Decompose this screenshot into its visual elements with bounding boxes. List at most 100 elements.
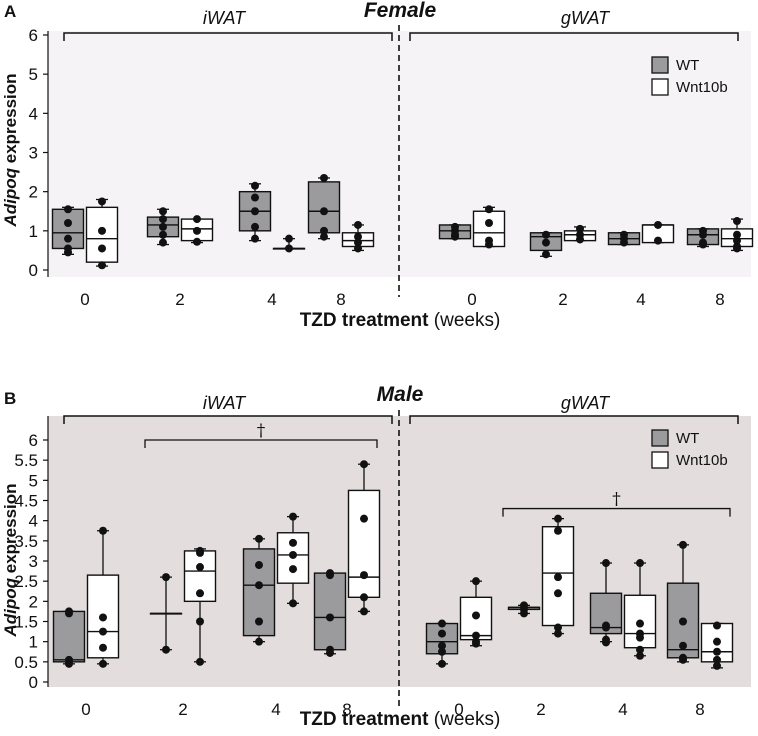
y-tick-label: 5 <box>29 471 38 490</box>
data-point-iWAT-2wk-wnt10b <box>193 215 201 224</box>
data-point-iWAT-8wk-wt <box>326 571 334 580</box>
data-point-iWAT-8wk-wnt10b <box>360 571 368 580</box>
data-point-iWAT-4wk-wt <box>251 181 259 190</box>
data-point-gWAT-0wk-wnt10b <box>472 631 480 640</box>
y-axis-label: Adipoq expression <box>1 73 20 227</box>
data-point-gWAT-0wk-wt <box>438 659 446 668</box>
data-point-iWAT-8wk-wt <box>320 226 328 235</box>
data-point-iWAT-4wk-wt <box>255 637 263 646</box>
legend-swatch-wt <box>651 429 669 447</box>
x-tick-label: 4 <box>618 700 627 719</box>
data-point-iWAT-2wk-wt <box>159 207 167 216</box>
data-point-gWAT-2wk-wnt10b <box>554 526 562 535</box>
panel-title-female: Female <box>364 0 437 22</box>
legend-swatch-wnt10b <box>651 451 669 469</box>
y-tick-label: 5.5 <box>14 451 38 470</box>
data-point-gWAT-2wk-wnt10b <box>554 514 562 523</box>
data-point-gWAT-8wk-wnt10b <box>713 647 721 656</box>
data-point-iWAT-4wk-wt <box>251 193 259 202</box>
tissue-bracket-gWAT <box>409 32 739 41</box>
data-point-gWAT-4wk-wnt10b <box>636 633 644 642</box>
data-point-iWAT-4wk-wnt10b <box>289 538 297 547</box>
x-tick-label: 4 <box>271 700 280 719</box>
y-axis-label: Adipoq expression <box>1 483 20 637</box>
x-axis-label: TZD treatment (weeks) <box>300 709 501 730</box>
legend-swatch-wt <box>651 56 669 74</box>
y-tick-label: 4.5 <box>14 492 38 511</box>
data-point-iWAT-8wk-wnt10b <box>354 220 362 229</box>
data-point-gWAT-8wk-wnt10b <box>713 621 721 630</box>
data-point-iWAT-0wk-wt <box>64 248 72 257</box>
y-tick-label: 0 <box>29 673 38 692</box>
data-point-gWAT-4wk-wt <box>602 559 610 568</box>
data-point-gWAT-4wk-wnt10b <box>636 651 644 660</box>
data-point-iWAT-4wk-wnt10b <box>289 512 297 521</box>
data-point-gWAT-2wk-wnt10b <box>554 623 562 632</box>
data-point-iWAT-2wk-wnt10b <box>193 237 201 246</box>
x-tick-label: 2 <box>536 700 545 719</box>
data-point-gWAT-8wk-wt <box>679 617 687 626</box>
y-tick-label: 4 <box>29 104 38 123</box>
data-point-iWAT-0wk-wnt10b <box>98 261 106 270</box>
data-point-gWAT-0wk-wt <box>438 641 446 650</box>
data-point-iWAT-4wk-wt <box>255 617 263 626</box>
data-point-iWAT-8wk-wnt10b <box>360 593 368 602</box>
data-point-iWAT-4wk-wt <box>255 561 263 570</box>
data-point-gWAT-2wk-wnt10b <box>576 235 584 244</box>
data-point-iWAT-4wk-wnt10b <box>285 234 293 243</box>
data-point-gWAT-8wk-wnt10b <box>713 661 721 670</box>
x-axis-label: TZD treatment (weeks) <box>300 310 501 331</box>
panel-title-male: Male <box>377 383 424 406</box>
x-tick-label: 4 <box>267 290 276 309</box>
data-point-iWAT-8wk-wt <box>326 613 334 622</box>
box-iWAT-8wk-wt <box>313 572 347 651</box>
data-point-iWAT-8wk-wt <box>320 232 328 241</box>
data-point-iWAT-0wk-wnt10b <box>98 226 106 235</box>
y-tick-label: 3 <box>29 552 38 571</box>
data-point-gWAT-8wk-wnt10b <box>713 655 721 664</box>
tissue-label-iWAT: iWAT <box>203 8 247 28</box>
data-point-iWAT-4wk-wnt10b <box>289 565 297 574</box>
data-point-gWAT-0wk-wnt10b <box>472 639 480 648</box>
data-point-iWAT-2wk-wnt10b <box>196 548 204 557</box>
data-point-iWAT-0wk-wt <box>65 659 73 668</box>
data-point-iWAT-2wk-wt <box>162 573 170 582</box>
legend-swatch-wnt10b <box>651 78 669 96</box>
box-iWAT-0wk-wt <box>52 610 86 663</box>
data-point-iWAT-8wk-wnt10b <box>360 514 368 523</box>
data-point-gWAT-0wk-wnt10b <box>472 611 480 620</box>
data-point-iWAT-8wk-wt <box>320 173 328 182</box>
y-tick-label: 3.5 <box>14 532 38 551</box>
data-point-gWAT-4wk-wnt10b <box>636 559 644 568</box>
data-point-iWAT-0wk-wt <box>65 609 73 618</box>
legend-label-wnt10b: Wnt10b <box>676 79 728 96</box>
y-tick-label: 2 <box>29 183 38 202</box>
data-point-iWAT-0wk-wnt10b <box>98 244 106 253</box>
y-tick-label: 4 <box>29 512 38 531</box>
x-tick-label: 8 <box>342 700 351 719</box>
data-point-gWAT-0wk-wt <box>438 619 446 628</box>
x-tick-label: 8 <box>695 700 704 719</box>
data-point-iWAT-2wk-wnt10b <box>196 589 204 598</box>
tissue-label-gWAT: gWAT <box>561 8 611 28</box>
data-point-gWAT-8wk-wnt10b <box>733 230 741 239</box>
data-point-iWAT-0wk-wnt10b <box>99 627 107 636</box>
data-point-iWAT-0wk-wnt10b <box>98 197 106 206</box>
data-point-gWAT-0wk-wnt10b <box>485 240 493 249</box>
tissue-label-gWAT: gWAT <box>561 393 611 413</box>
y-tick-label: 3 <box>29 144 38 163</box>
data-point-gWAT-2wk-wnt10b <box>554 589 562 598</box>
data-point-iWAT-4wk-wnt10b <box>289 599 297 608</box>
data-point-gWAT-4wk-wt <box>620 238 628 247</box>
data-point-iWAT-4wk-wnt10b <box>289 550 297 559</box>
data-point-gWAT-8wk-wt <box>679 540 687 549</box>
data-point-iWAT-8wk-wnt10b <box>354 232 362 241</box>
legend-label-wt: WT <box>676 430 699 447</box>
y-tick-label: 0 <box>29 261 38 280</box>
data-point-gWAT-8wk-wt <box>699 240 707 249</box>
data-point-gWAT-2wk-wnt10b <box>554 629 562 638</box>
y-tick-label: 6 <box>29 26 38 45</box>
x-tick-label: 4 <box>636 290 645 309</box>
data-point-gWAT-4wk-wt <box>602 638 610 647</box>
